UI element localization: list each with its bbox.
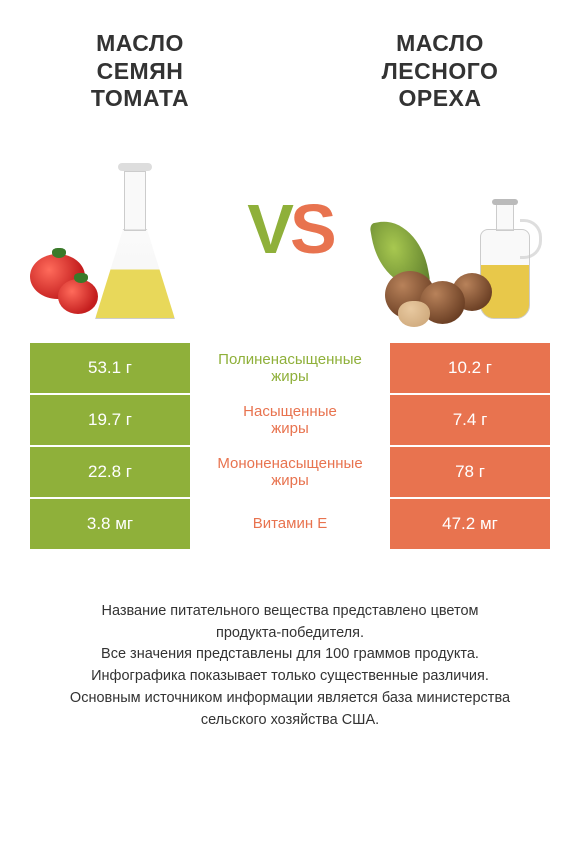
table-row: 19.7 гНасыщенные жиры7.4 г — [30, 395, 550, 447]
right-value-cell: 78 г — [390, 447, 550, 497]
right-value-cell: 10.2 г — [390, 343, 550, 393]
right-value-cell: 7.4 г — [390, 395, 550, 445]
nutrient-label-cell: Мононенасыщенные жиры — [190, 447, 390, 497]
left-value-cell: 19.7 г — [30, 395, 190, 445]
oil-flask-icon — [90, 159, 180, 319]
nutrient-label-cell: Витамин E — [190, 499, 390, 549]
vs-label: VS — [247, 189, 332, 269]
product-imagery-row: VS — [0, 123, 580, 343]
left-product-title: МАСЛО СЕМЯН ТОМАТА — [40, 30, 240, 113]
footer-notes: Название питательного вещества представл… — [0, 551, 580, 732]
comparison-table: 53.1 гПолиненасыщенные жиры10.2 г19.7 гН… — [0, 343, 580, 551]
hazelnut-kernel-icon — [398, 301, 430, 327]
left-value-cell: 53.1 г — [30, 343, 190, 393]
right-product-title: МАСЛО ЛЕСНОГО ОРЕХА — [340, 30, 540, 113]
left-value-cell: 3.8 мг — [30, 499, 190, 549]
nutrient-label-cell: Полиненасыщенные жиры — [190, 343, 390, 393]
nutrient-label-cell: Насыщенные жиры — [190, 395, 390, 445]
right-value-cell: 47.2 мг — [390, 499, 550, 549]
left-value-cell: 22.8 г — [30, 447, 190, 497]
table-row: 3.8 мгВитамин E47.2 мг — [30, 499, 550, 551]
left-product-image — [30, 139, 200, 319]
table-row: 53.1 гПолиненасыщенные жиры10.2 г — [30, 343, 550, 395]
vs-s: S — [290, 190, 333, 268]
right-product-image — [380, 139, 550, 319]
vs-v: V — [247, 190, 290, 268]
table-row: 22.8 гМононенасыщенные жиры78 г — [30, 447, 550, 499]
